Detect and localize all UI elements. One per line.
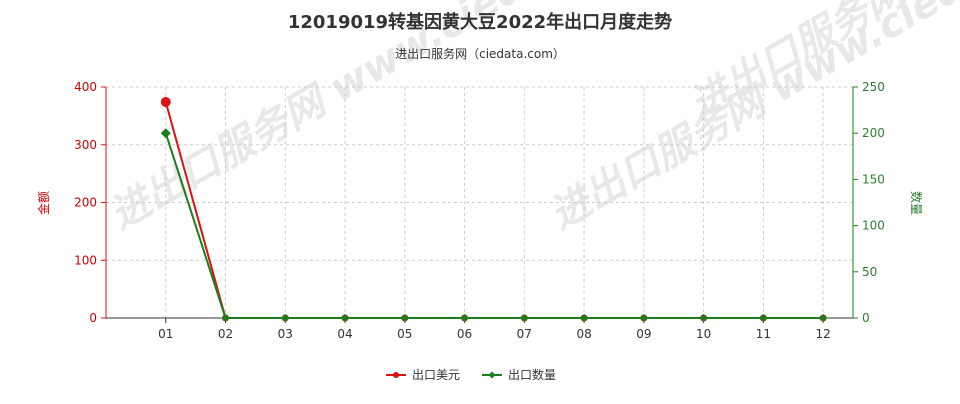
data-point-2[interactable] (639, 314, 648, 322)
y-left-tick-label: 400 (74, 80, 97, 94)
legend-item[interactable]: 出口美元 (386, 368, 460, 382)
data-point-2[interactable] (400, 314, 409, 322)
y-right-tick-label: 100 (862, 219, 885, 233)
y-left-axis-label: 金额 (36, 191, 51, 215)
data-point-2[interactable] (699, 314, 708, 322)
x-tick-label: 10 (696, 327, 711, 341)
x-tick-label: 12 (815, 327, 830, 341)
x-tick-label: 08 (576, 327, 591, 341)
legend-marker (488, 371, 496, 379)
x-tick-label: 01 (158, 327, 173, 341)
data-point-2[interactable] (580, 314, 589, 322)
x-tick-label: 06 (457, 327, 472, 341)
tick-labels: 0 100 200 300 400 0 50 100 150 200 250 01 02 03 04 05 06… (74, 80, 885, 341)
series-layer (160, 97, 828, 322)
legend[interactable]: 出口美元 出口数量 (386, 367, 556, 382)
y-left-tick-label: 0 (89, 311, 97, 325)
legend-item[interactable]: 出口数量 (482, 367, 556, 382)
y-right-tick-label: 200 (862, 126, 885, 140)
legend-label: 出口数量 (508, 367, 556, 382)
x-tick-label: 07 (517, 327, 532, 341)
data-point-2[interactable] (819, 314, 828, 322)
x-tick-label: 02 (218, 327, 233, 341)
y-right-tick-label: 250 (862, 80, 885, 94)
data-point-2[interactable] (221, 314, 230, 322)
legend-marker (393, 372, 399, 378)
x-tick-label: 04 (337, 327, 352, 341)
legend-label: 出口美元 (412, 368, 460, 382)
data-point-2[interactable] (520, 314, 529, 322)
data-point-2[interactable] (281, 314, 290, 322)
y-right-tick-label: 150 (862, 172, 885, 186)
x-tick-label: 05 (397, 327, 412, 341)
y-right-tick-label: 50 (862, 265, 877, 279)
data-point-2[interactable] (759, 314, 768, 322)
data-point-2[interactable] (460, 314, 469, 322)
chart-subtitle: 进出口服务网（ciedata.com） (395, 46, 565, 61)
data-point-1[interactable] (160, 97, 171, 108)
x-tick-label: 11 (756, 327, 771, 341)
y-right-axis-label: 数量 (909, 191, 924, 215)
data-point-2[interactable] (341, 314, 350, 322)
series-line-2 (164, 132, 824, 319)
y-right-tick-label: 0 (862, 311, 870, 325)
y-left-tick-label: 300 (74, 138, 97, 152)
y-left-tick-label: 100 (74, 253, 97, 267)
x-tick-label: 03 (278, 327, 293, 341)
grid-lines (106, 86, 853, 318)
chart-title: 12019019转基因黄大豆2022年出口月度走势 (288, 11, 672, 33)
data-point-2[interactable] (160, 128, 171, 139)
x-tick-label: 09 (636, 327, 651, 341)
y-left-tick-label: 200 (74, 196, 97, 210)
